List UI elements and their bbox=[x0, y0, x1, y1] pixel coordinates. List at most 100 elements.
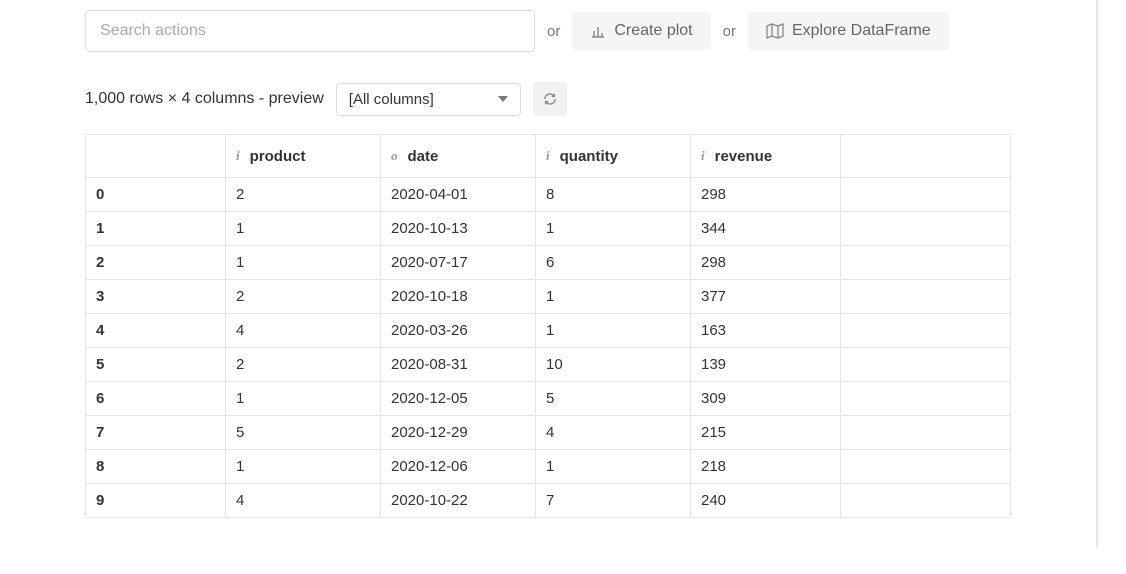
cell-revenue: 344 bbox=[691, 211, 841, 245]
cell-date: 2020-08-31 bbox=[381, 347, 536, 381]
cell-date: 2020-12-29 bbox=[381, 415, 536, 449]
bar-chart-icon bbox=[590, 23, 606, 39]
column-header-revenue[interactable]: i revenue bbox=[691, 135, 841, 178]
cell-empty bbox=[841, 381, 1011, 415]
explore-dataframe-button[interactable]: Explore DataFrame bbox=[748, 12, 949, 50]
table-row[interactable]: 022020-04-018298 bbox=[86, 177, 1011, 211]
table-row[interactable]: 522020-08-3110139 bbox=[86, 347, 1011, 381]
cell-product: 2 bbox=[226, 177, 381, 211]
cell-date: 2020-03-26 bbox=[381, 313, 536, 347]
index-cell: 9 bbox=[86, 483, 226, 517]
table-row[interactable]: 442020-03-261163 bbox=[86, 313, 1011, 347]
cell-empty bbox=[841, 245, 1011, 279]
refresh-icon bbox=[543, 92, 557, 106]
cell-revenue: 298 bbox=[691, 177, 841, 211]
dtype-badge: i bbox=[236, 148, 240, 164]
map-icon bbox=[766, 23, 784, 39]
column-header-date[interactable]: o date bbox=[381, 135, 536, 178]
row-column-summary: 1,000 rows × 4 columns - preview bbox=[85, 90, 324, 108]
cell-product: 1 bbox=[226, 449, 381, 483]
index-cell: 4 bbox=[86, 313, 226, 347]
column-selector[interactable]: [All columns] bbox=[336, 83, 521, 116]
cell-empty bbox=[841, 483, 1011, 517]
cell-date: 2020-12-05 bbox=[381, 381, 536, 415]
cell-quantity: 6 bbox=[536, 245, 691, 279]
cell-quantity: 1 bbox=[536, 279, 691, 313]
dataframe-preview-panel: or Create plot or Explore Da bbox=[0, 0, 1098, 548]
dtype-badge: i bbox=[546, 148, 550, 164]
index-header[interactable] bbox=[86, 135, 226, 178]
table-row[interactable]: 752020-12-294215 bbox=[86, 415, 1011, 449]
table-row[interactable]: 212020-07-176298 bbox=[86, 245, 1011, 279]
cell-product: 1 bbox=[226, 245, 381, 279]
cell-empty bbox=[841, 415, 1011, 449]
cell-revenue: 215 bbox=[691, 415, 841, 449]
cell-empty bbox=[841, 279, 1011, 313]
index-cell: 0 bbox=[86, 177, 226, 211]
search-actions-input[interactable] bbox=[85, 10, 535, 52]
cell-revenue: 309 bbox=[691, 381, 841, 415]
column-name: date bbox=[408, 148, 439, 165]
cell-quantity: 10 bbox=[536, 347, 691, 381]
cell-product: 2 bbox=[226, 347, 381, 381]
index-cell: 8 bbox=[86, 449, 226, 483]
table-row[interactable]: 112020-10-131344 bbox=[86, 211, 1011, 245]
column-name: quantity bbox=[560, 148, 618, 165]
cell-quantity: 5 bbox=[536, 381, 691, 415]
index-cell: 2 bbox=[86, 245, 226, 279]
cell-date: 2020-10-22 bbox=[381, 483, 536, 517]
or-separator: or bbox=[545, 23, 562, 40]
create-plot-button[interactable]: Create plot bbox=[572, 12, 710, 50]
index-cell: 5 bbox=[86, 347, 226, 381]
refresh-button[interactable] bbox=[533, 82, 567, 116]
cell-revenue: 163 bbox=[691, 313, 841, 347]
column-name: product bbox=[250, 148, 306, 165]
cell-revenue: 139 bbox=[691, 347, 841, 381]
cell-date: 2020-12-06 bbox=[381, 449, 536, 483]
cell-empty bbox=[841, 449, 1011, 483]
cell-quantity: 1 bbox=[536, 313, 691, 347]
cell-empty bbox=[841, 177, 1011, 211]
cell-product: 1 bbox=[226, 211, 381, 245]
column-name: revenue bbox=[715, 148, 773, 165]
cell-quantity: 4 bbox=[536, 415, 691, 449]
index-cell: 3 bbox=[86, 279, 226, 313]
summary-row: 1,000 rows × 4 columns - preview [All co… bbox=[85, 82, 1011, 116]
table-row[interactable]: 812020-12-061218 bbox=[86, 449, 1011, 483]
cell-product: 5 bbox=[226, 415, 381, 449]
explore-dataframe-label: Explore DataFrame bbox=[792, 22, 931, 40]
index-cell: 1 bbox=[86, 211, 226, 245]
index-cell: 7 bbox=[86, 415, 226, 449]
cell-date: 2020-04-01 bbox=[381, 177, 536, 211]
column-header-quantity[interactable]: i quantity bbox=[536, 135, 691, 178]
cell-product: 2 bbox=[226, 279, 381, 313]
cell-revenue: 377 bbox=[691, 279, 841, 313]
cell-empty bbox=[841, 211, 1011, 245]
cell-date: 2020-07-17 bbox=[381, 245, 536, 279]
cell-quantity: 1 bbox=[536, 211, 691, 245]
cell-revenue: 218 bbox=[691, 449, 841, 483]
cell-revenue: 298 bbox=[691, 245, 841, 279]
table-row[interactable]: 612020-12-055309 bbox=[86, 381, 1011, 415]
cell-product: 4 bbox=[226, 313, 381, 347]
cell-date: 2020-10-18 bbox=[381, 279, 536, 313]
create-plot-label: Create plot bbox=[614, 22, 692, 40]
cell-product: 1 bbox=[226, 381, 381, 415]
column-selector-value: [All columns] bbox=[349, 91, 434, 108]
dtype-badge: o bbox=[391, 148, 398, 164]
cell-quantity: 1 bbox=[536, 449, 691, 483]
cell-revenue: 240 bbox=[691, 483, 841, 517]
cell-quantity: 7 bbox=[536, 483, 691, 517]
cell-date: 2020-10-13 bbox=[381, 211, 536, 245]
chevron-down-icon bbox=[498, 96, 508, 102]
dataframe-table: i product o date i quantity bbox=[85, 134, 1011, 518]
column-header-product[interactable]: i product bbox=[226, 135, 381, 178]
action-toolbar: or Create plot or Explore Da bbox=[85, 10, 1011, 52]
cell-empty bbox=[841, 313, 1011, 347]
column-header-empty bbox=[841, 135, 1011, 178]
table-row[interactable]: 942020-10-227240 bbox=[86, 483, 1011, 517]
cell-empty bbox=[841, 347, 1011, 381]
table-row[interactable]: 322020-10-181377 bbox=[86, 279, 1011, 313]
index-cell: 6 bbox=[86, 381, 226, 415]
cell-quantity: 8 bbox=[536, 177, 691, 211]
